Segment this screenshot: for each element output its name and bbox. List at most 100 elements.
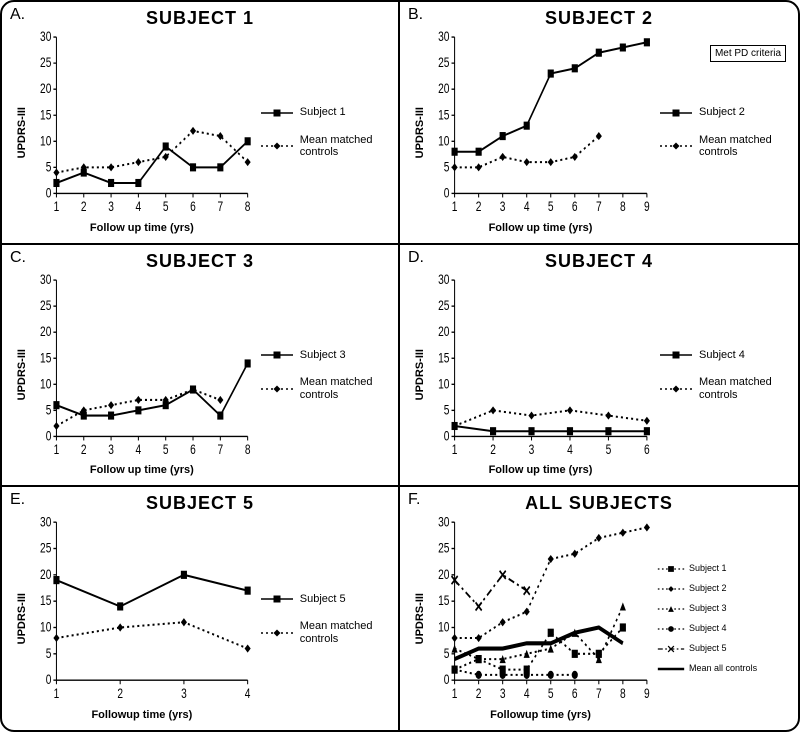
svg-text:10: 10 [438,619,450,635]
svg-text:4: 4 [524,199,530,215]
svg-text:30: 30 [438,29,450,45]
svg-text:6: 6 [572,686,578,702]
x-axis-label: Followup time (yrs) [30,705,254,723]
legend-item: Subject 5 [657,642,792,656]
svg-text:6: 6 [572,199,578,215]
chart-plot: 0510152025301234 [30,514,254,705]
svg-text:0: 0 [444,672,450,688]
legend: Subject 1Subject 2Subject 3Subject 4Subj… [653,514,792,723]
svg-text:3: 3 [529,441,535,457]
svg-text:8: 8 [245,441,251,457]
panel-5: E.SUBJECT 5UPDRS-III0510152025301234Foll… [2,487,400,730]
legend-label: Mean matched controls [300,620,388,645]
svg-text:0: 0 [444,185,450,201]
svg-text:0: 0 [46,428,52,444]
chart-plot: 051015202530123456789 [428,29,653,218]
panel-6: F.ALL SUBJECTSUPDRS-III05101520253012345… [400,487,798,730]
svg-text:20: 20 [40,567,52,583]
svg-text:3: 3 [108,441,114,457]
legend-item: Subject 3 [260,348,388,362]
svg-text:1: 1 [54,441,60,457]
legend-label: Subject 2 [699,106,745,119]
svg-text:20: 20 [438,567,450,583]
svg-text:20: 20 [40,81,52,97]
panel-title: SUBJECT 2 [406,8,792,29]
svg-text:15: 15 [438,107,450,123]
svg-text:5: 5 [46,402,52,418]
panel-title: ALL SUBJECTS [406,493,792,514]
svg-text:15: 15 [40,593,52,609]
chart-plot: 051015202530123456 [428,272,653,461]
svg-text:10: 10 [40,133,52,149]
legend-label: Subject 4 [699,349,745,362]
svg-text:4: 4 [136,441,142,457]
svg-text:1: 1 [452,441,458,457]
svg-text:2: 2 [476,686,482,702]
legend: Subject 3 Mean matched controls [254,272,392,479]
svg-text:5: 5 [444,159,450,175]
svg-text:3: 3 [500,199,506,215]
svg-text:0: 0 [46,185,52,201]
svg-text:7: 7 [596,199,602,215]
svg-text:15: 15 [40,107,52,123]
svg-text:4: 4 [136,199,142,215]
legend-label: Mean matched controls [300,376,388,401]
panel-title: SUBJECT 4 [406,251,792,272]
svg-text:15: 15 [438,593,450,609]
legend-item: Mean all controls [657,662,792,676]
figure-grid: A.SUBJECT 1UPDRS-III05101520253012345678… [0,0,800,732]
svg-text:1: 1 [54,199,60,215]
svg-text:20: 20 [438,324,450,340]
panel-letter: A. [10,6,25,24]
svg-text:5: 5 [606,441,612,457]
x-axis-label: Follow up time (yrs) [30,218,254,236]
legend-item: Mean matched controls [659,376,788,401]
svg-text:8: 8 [620,199,626,215]
svg-text:5: 5 [163,441,169,457]
svg-text:25: 25 [438,297,450,313]
svg-text:9: 9 [644,199,650,215]
panel-letter: C. [10,249,26,267]
legend-label: Subject 3 [689,603,727,613]
callout-label: Met PD criteria [710,45,786,62]
legend-label: Mean matched controls [699,134,788,159]
svg-text:8: 8 [620,686,626,702]
svg-text:8: 8 [245,199,251,215]
legend-item: Mean matched controls [260,376,388,401]
legend-label: Subject 4 [689,623,727,633]
svg-text:15: 15 [438,350,450,366]
svg-text:9: 9 [644,686,650,702]
svg-text:10: 10 [438,376,450,392]
svg-text:7: 7 [218,441,224,457]
panel-letter: F. [408,491,420,509]
svg-text:7: 7 [596,686,602,702]
panel-letter: B. [408,6,423,24]
svg-text:7: 7 [218,199,224,215]
svg-text:1: 1 [452,686,458,702]
panel-title: SUBJECT 3 [8,251,392,272]
x-axis-label: Follow up time (yrs) [428,218,653,236]
legend-label: Mean matched controls [699,376,788,401]
legend-item: Subject 4 [657,622,792,636]
svg-text:30: 30 [40,272,52,288]
svg-text:25: 25 [40,540,52,556]
legend-label: Subject 5 [300,593,346,606]
chart-plot: 05101520253012345678 [30,29,254,218]
panel-2: B.SUBJECT 2UPDRS-III05101520253012345678… [400,2,798,245]
svg-text:5: 5 [46,646,52,662]
y-axis-label: UPDRS-III [14,107,30,158]
svg-text:4: 4 [245,686,251,702]
legend-item: Subject 1 [260,106,388,120]
y-axis-label: UPDRS-III [14,349,30,400]
svg-text:0: 0 [46,672,52,688]
legend-item: Subject 1 [657,562,792,576]
svg-text:20: 20 [40,323,52,339]
svg-text:1: 1 [452,199,458,215]
y-axis-label: UPDRS-III [412,107,428,158]
svg-text:6: 6 [644,441,650,457]
svg-text:0: 0 [444,428,450,444]
chart-plot: 05101520253012345678 [30,272,254,461]
svg-text:30: 30 [40,29,52,45]
legend-label: Mean matched controls [300,134,388,159]
legend-label: Subject 1 [300,106,346,119]
